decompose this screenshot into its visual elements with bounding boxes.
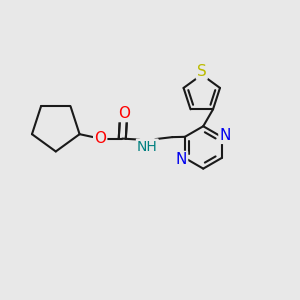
Text: N: N (176, 152, 187, 167)
Text: NH: NH (137, 140, 158, 154)
Text: N: N (220, 128, 231, 143)
Text: O: O (118, 106, 130, 121)
Text: S: S (197, 64, 207, 79)
Text: O: O (94, 131, 106, 146)
